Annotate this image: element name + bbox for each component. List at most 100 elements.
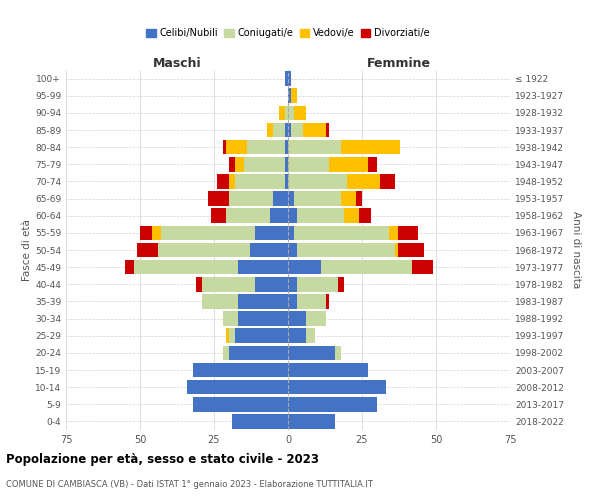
Bar <box>288 260 320 274</box>
Bar <box>285 174 288 188</box>
Bar <box>288 346 335 360</box>
Bar <box>303 122 326 138</box>
Bar <box>229 346 288 360</box>
Bar <box>137 242 158 258</box>
Bar <box>256 226 288 240</box>
Bar <box>152 226 161 240</box>
Bar <box>294 226 389 240</box>
Bar <box>229 328 235 343</box>
Text: Maschi: Maschi <box>152 57 202 70</box>
Bar <box>208 192 229 206</box>
Text: COMUNE DI CAMBIASCA (VB) - Dati ISTAT 1° gennaio 2023 - Elaborazione TUTTITALIA.: COMUNE DI CAMBIASCA (VB) - Dati ISTAT 1°… <box>6 480 373 489</box>
Bar <box>368 157 377 172</box>
Bar <box>341 192 356 206</box>
Bar <box>288 277 297 291</box>
Bar <box>161 226 256 240</box>
Bar <box>270 208 288 223</box>
Bar <box>223 346 229 360</box>
Bar <box>288 380 386 394</box>
Y-axis label: Fasce di età: Fasce di età <box>22 219 32 281</box>
Bar <box>193 362 288 378</box>
Bar <box>288 122 291 138</box>
Bar <box>297 294 326 308</box>
Text: Femmine: Femmine <box>367 57 431 70</box>
Bar <box>285 122 288 138</box>
Bar <box>250 242 288 258</box>
Bar <box>285 157 288 172</box>
Bar <box>297 242 395 258</box>
Bar <box>202 294 238 308</box>
Bar <box>226 328 229 343</box>
Text: Popolazione per età, sesso e stato civile - 2023: Popolazione per età, sesso e stato civil… <box>6 452 319 466</box>
Bar <box>380 174 395 188</box>
Bar <box>223 312 238 326</box>
Bar <box>217 174 229 188</box>
Bar <box>288 174 347 188</box>
Bar <box>288 157 329 172</box>
Bar <box>125 260 134 274</box>
Bar <box>288 208 297 223</box>
Bar <box>235 328 288 343</box>
Bar <box>187 380 288 394</box>
Bar <box>247 140 285 154</box>
Bar <box>288 312 306 326</box>
Bar <box>288 72 291 86</box>
Bar <box>238 294 288 308</box>
Bar <box>338 277 344 291</box>
Bar <box>229 192 273 206</box>
Bar <box>196 277 202 291</box>
Bar <box>229 174 235 188</box>
Bar <box>223 140 226 154</box>
Bar <box>294 106 306 120</box>
Bar <box>273 192 288 206</box>
Bar <box>389 226 398 240</box>
Bar <box>288 226 294 240</box>
Bar <box>279 106 285 120</box>
Bar <box>285 106 288 120</box>
Bar <box>412 260 433 274</box>
Bar <box>226 208 270 223</box>
Bar <box>398 226 418 240</box>
Bar <box>288 362 368 378</box>
Bar <box>294 192 341 206</box>
Bar <box>202 277 256 291</box>
Bar <box>288 192 294 206</box>
Bar <box>134 260 238 274</box>
Bar <box>398 242 424 258</box>
Bar <box>288 328 306 343</box>
Bar <box>326 294 329 308</box>
Bar <box>267 122 273 138</box>
Bar <box>356 192 362 206</box>
Bar <box>320 260 412 274</box>
Bar <box>273 122 285 138</box>
Bar <box>288 140 341 154</box>
Bar <box>193 397 288 411</box>
Bar <box>291 88 297 103</box>
Bar <box>297 277 338 291</box>
Bar <box>297 208 344 223</box>
Bar <box>288 88 291 103</box>
Legend: Celibi/Nubili, Coniugati/e, Vedovi/e, Divorziati/e: Celibi/Nubili, Coniugati/e, Vedovi/e, Di… <box>142 24 434 42</box>
Bar <box>285 140 288 154</box>
Bar <box>140 226 152 240</box>
Bar <box>288 397 377 411</box>
Bar <box>232 414 288 428</box>
Bar <box>347 174 380 188</box>
Bar <box>238 312 288 326</box>
Bar <box>256 277 288 291</box>
Bar <box>288 242 297 258</box>
Bar <box>329 157 368 172</box>
Bar <box>344 208 359 223</box>
Bar <box>235 174 285 188</box>
Bar <box>244 157 285 172</box>
Bar <box>291 122 303 138</box>
Bar <box>238 260 288 274</box>
Bar <box>306 312 326 326</box>
Bar <box>395 242 398 258</box>
Bar <box>285 72 288 86</box>
Bar <box>335 346 341 360</box>
Bar <box>288 294 297 308</box>
Bar <box>341 140 400 154</box>
Bar <box>211 208 226 223</box>
Bar <box>288 414 335 428</box>
